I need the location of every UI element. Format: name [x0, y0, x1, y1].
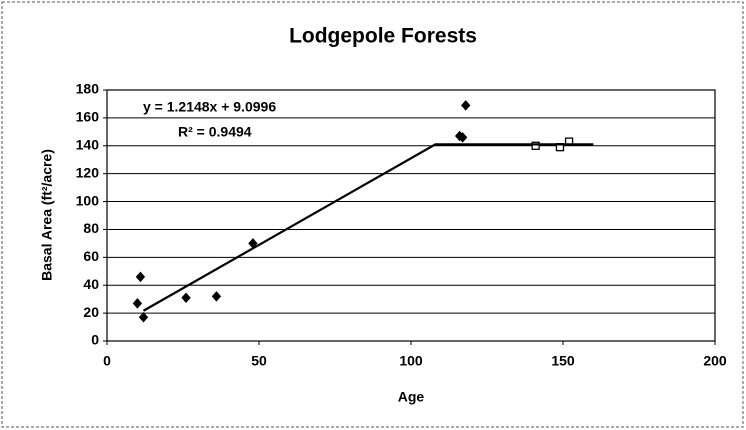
y-tick-label: 120	[76, 164, 100, 180]
x-tick-label: 200	[703, 353, 727, 369]
point	[531, 141, 540, 150]
x-tick-label: 0	[103, 353, 111, 369]
y-tick-label: 0	[91, 332, 99, 348]
x-tick-label: 50	[251, 353, 267, 369]
point	[138, 312, 149, 323]
point	[211, 291, 222, 302]
y-tick-label: 100	[76, 192, 100, 208]
x-tick-label: 150	[551, 353, 575, 369]
point	[132, 298, 143, 309]
chart-title: Lodgepole Forests	[289, 25, 477, 48]
fit-line	[142, 143, 594, 312]
y-tick-label: 160	[76, 109, 100, 125]
x-tick-label: 100	[399, 353, 423, 369]
y-tick-label: 180	[76, 81, 100, 97]
x-axis-label: Age	[398, 389, 425, 405]
point	[135, 271, 146, 283]
y-tick-label: 80	[83, 220, 99, 236]
equation: y = 1.2148x + 9.0996	[143, 99, 276, 115]
y-axis-label: Basal Area (ft²/acre)	[39, 149, 55, 281]
point	[181, 292, 191, 304]
y-tick-label: 40	[83, 276, 99, 292]
y-tick-label: 20	[83, 304, 99, 320]
r-squared: R² = 0.9494	[178, 124, 252, 140]
y-tick-label: 60	[83, 248, 99, 264]
y-tick-label: 140	[76, 136, 100, 152]
point	[458, 132, 468, 143]
plot-area	[106, 89, 716, 342]
point	[461, 100, 471, 111]
